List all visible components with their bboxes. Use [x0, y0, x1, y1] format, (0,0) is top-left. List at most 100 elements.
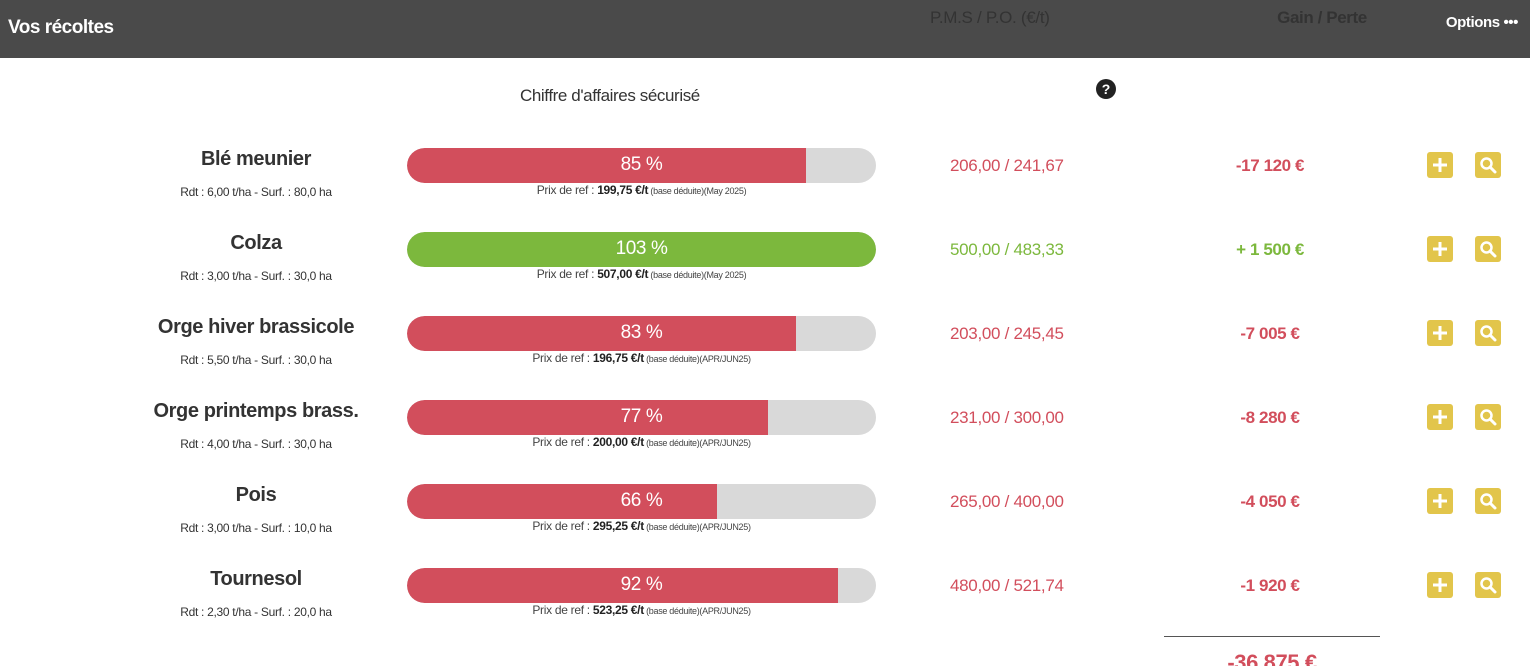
gain-perte-value: -4 050 € [1240, 492, 1300, 511]
header-bar: Vos récoltes Options ••• [0, 0, 1530, 58]
search-icon [1480, 409, 1497, 426]
crop-yield-surface: Rdt : 3,00 t/ha - Surf. : 30,0 ha [180, 269, 332, 283]
secured-revenue-fill [407, 232, 876, 267]
reference-price: Prix de ref : 196,75 €/t (base déduite)(… [407, 351, 876, 365]
secured-revenue-fill [407, 484, 717, 519]
reference-price: Prix de ref : 507,00 €/t (base déduite)(… [407, 267, 876, 281]
crop-yield-surface: Rdt : 2,30 t/ha - Surf. : 20,0 ha [180, 605, 332, 619]
crop-row: Colza Rdt : 3,00 t/ha - Surf. : 30,0 ha 10… [0, 232, 1530, 312]
column-header-chiffre-affaires: Chiffre d'affaires sécurisé [520, 86, 700, 105]
pms-po-value: 203,00 / 245,45 [950, 324, 1064, 343]
add-button[interactable] [1427, 488, 1453, 514]
secured-revenue-percent: 92 % [620, 574, 663, 595]
gain-perte-value: -1 920 € [1240, 576, 1300, 595]
pms-po-value: 206,00 / 241,67 [950, 156, 1064, 175]
pms-po-value: 500,00 / 483,33 [950, 240, 1064, 259]
secured-revenue-bar: 103 % [407, 232, 876, 267]
add-button[interactable] [1427, 572, 1453, 598]
pms-po-value: 480,00 / 521,74 [950, 576, 1064, 595]
secured-revenue-bar: 77 % [407, 400, 876, 435]
crop-name: Pois [235, 484, 277, 506]
crop-name: Tournesol [210, 568, 302, 590]
options-button[interactable]: Options ••• [1445, 14, 1519, 31]
reference-price: Prix de ref : 200,00 €/t (base déduite)(… [407, 435, 876, 449]
secured-revenue-bar: 92 % [407, 568, 876, 603]
crop-row: Tournesol Rdt : 2,30 t/ha - Surf. : 20,0 … [0, 568, 1530, 648]
total-divider [1164, 636, 1380, 637]
crop-yield-surface: Rdt : 6,00 t/ha - Surf. : 80,0 ha [180, 185, 332, 199]
secured-revenue-bar: 66 % [407, 484, 876, 519]
plus-icon [1433, 494, 1447, 508]
reference-price-value: 295,25 €/t [592, 519, 644, 533]
crop-name: Colza [230, 232, 282, 254]
search-icon [1480, 577, 1497, 594]
plus-icon [1433, 410, 1447, 424]
reference-price-value: 196,75 €/t [592, 351, 644, 365]
secured-revenue-percent: 83 % [620, 322, 663, 343]
crop-row: Pois Rdt : 3,00 t/ha - Surf. : 10,0 ha 66 … [0, 484, 1530, 564]
search-button[interactable] [1475, 404, 1501, 430]
secured-revenue-percent: 85 % [620, 154, 663, 175]
reference-price-value: 199,75 €/t [597, 183, 649, 197]
reference-price-note: (base déduite)(May 2025) [648, 270, 747, 280]
reference-price-value: 523,25 €/t [592, 603, 644, 617]
plus-icon [1433, 578, 1447, 592]
crop-name: Orge hiver brassicole [157, 316, 355, 338]
search-button[interactable] [1475, 236, 1501, 262]
column-header-gain-perte: Gain / Perte [1277, 8, 1367, 27]
reference-price-label: Prix de ref : [532, 519, 593, 533]
search-icon [1480, 241, 1497, 258]
plus-icon [1433, 242, 1447, 256]
plus-icon [1433, 158, 1447, 172]
secured-revenue-percent: 77 % [620, 406, 663, 427]
reference-price-value: 507,00 €/t [597, 267, 649, 281]
plus-icon [1433, 326, 1447, 340]
crop-row: Orge hiver brassicole Rdt : 5,50 t/ha - S… [0, 316, 1530, 396]
gain-perte-value: -17 120 € [1235, 156, 1305, 175]
crop-row: Blé meunier Rdt : 6,00 t/ha - Surf. : 80,… [0, 148, 1530, 228]
help-icon[interactable]: ? [1096, 79, 1116, 99]
search-icon [1480, 493, 1497, 510]
crop-name: Orge printemps brass. [153, 400, 359, 422]
pms-po-value: 265,00 / 400,00 [950, 492, 1064, 511]
reference-price-value: 200,00 €/t [592, 435, 644, 449]
reference-price-label: Prix de ref : [532, 435, 593, 449]
reference-price: Prix de ref : 523,25 €/t (base déduite)(… [407, 603, 876, 617]
reference-price-label: Prix de ref : [536, 267, 598, 281]
secured-revenue-percent: 66 % [620, 490, 663, 511]
reference-price-note: (base déduite)(May 2025) [648, 186, 747, 196]
secured-revenue-fill [407, 148, 806, 183]
reference-price: Prix de ref : 295,25 €/t (base déduite)(… [407, 519, 876, 533]
total-gain-perte: -36 875 € [1227, 650, 1317, 666]
crop-yield-surface: Rdt : 3,00 t/ha - Surf. : 10,0 ha [180, 521, 332, 535]
secured-revenue-percent: 103 % [615, 238, 668, 259]
crop-yield-surface: Rdt : 4,00 t/ha - Surf. : 30,0 ha [180, 437, 332, 451]
gain-perte-value: + 1 500 € [1236, 240, 1304, 259]
secured-revenue-bar: 85 % [407, 148, 876, 183]
add-button[interactable] [1427, 152, 1453, 178]
page-title: Vos récoltes [8, 17, 114, 38]
secured-revenue-bar: 83 % [407, 316, 876, 351]
reference-price: Prix de ref : 199,75 €/t (base déduite)(… [407, 183, 876, 197]
column-header-pms: P.M.S / P.O. (€/t) [930, 8, 1050, 27]
reference-price-note: (base déduite)(APR/JUN25) [643, 606, 751, 616]
search-icon [1480, 325, 1497, 342]
search-button[interactable] [1475, 572, 1501, 598]
add-button[interactable] [1427, 320, 1453, 346]
reference-price-label: Prix de ref : [532, 603, 593, 617]
secured-revenue-fill [407, 568, 839, 603]
crop-name: Blé meunier [200, 148, 312, 170]
secured-revenue-fill [407, 400, 769, 435]
crop-yield-surface: Rdt : 5,50 t/ha - Surf. : 30,0 ha [180, 353, 332, 367]
search-button[interactable] [1475, 320, 1501, 346]
search-icon [1480, 157, 1497, 174]
gain-perte-value: -7 005 € [1240, 324, 1300, 343]
secured-revenue-fill [407, 316, 797, 351]
reference-price-note: (base déduite)(APR/JUN25) [643, 354, 751, 364]
gain-perte-value: -8 280 € [1240, 408, 1300, 427]
add-button[interactable] [1427, 404, 1453, 430]
reference-price-label: Prix de ref : [536, 183, 598, 197]
search-button[interactable] [1475, 488, 1501, 514]
search-button[interactable] [1475, 152, 1501, 178]
add-button[interactable] [1427, 236, 1453, 262]
